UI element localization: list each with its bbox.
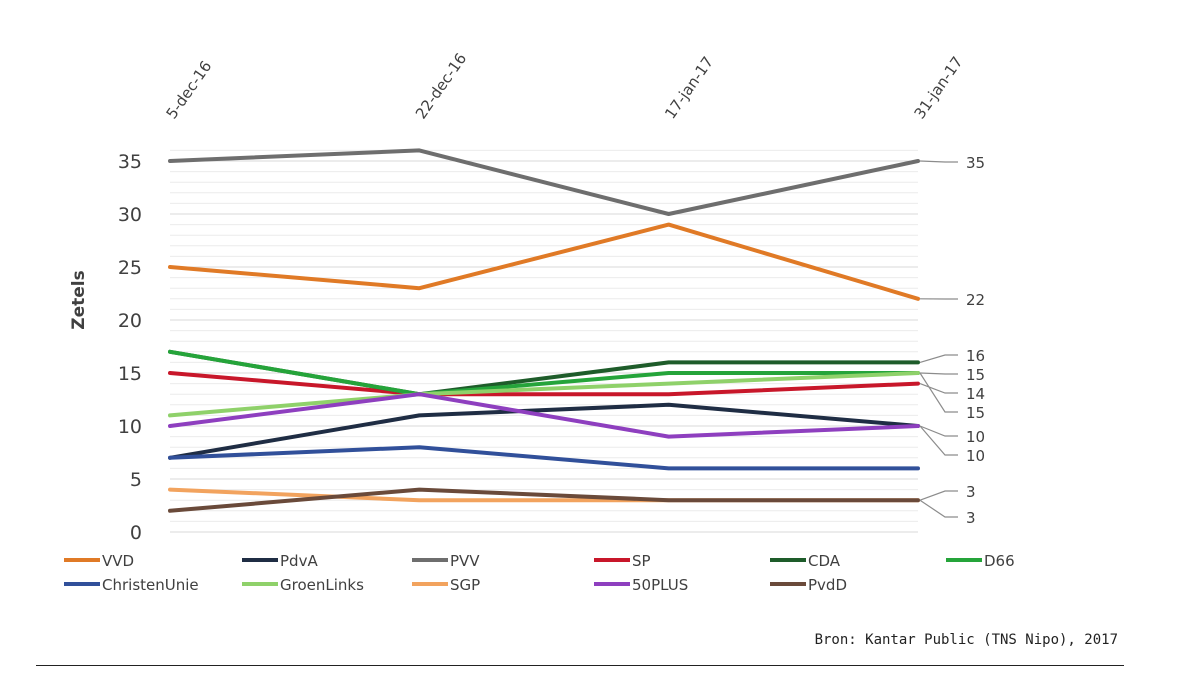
x-tick-label: 31-jan-17 [911,53,967,122]
end-label-leader [919,425,958,437]
end-label-leader [919,499,958,518]
end-label: 10 [966,428,985,446]
legend-label: D66 [984,552,1015,570]
end-label-leader [919,354,958,363]
end-label: 10 [966,447,985,465]
end-label: 15 [966,404,985,422]
y-tick-label: 25 [118,257,142,279]
end-label: 16 [966,347,985,365]
series-line-50plus [168,392,920,439]
end-label: 35 [966,154,985,172]
y-tick-label: 35 [118,151,142,173]
series-line-vvd [168,222,920,301]
legend-label: VVD [102,552,134,570]
x-tick-label: 22-dec-16 [412,50,470,123]
x-tick-label: 5-dec-16 [163,58,216,123]
y-tick-label: 30 [118,204,142,226]
y-tick-label: 5 [130,469,142,491]
legend-label: PVV [450,552,480,570]
gridlines [170,149,918,533]
legend-label: GroenLinks [280,576,364,594]
legend-label: ChristenUnie [102,576,199,594]
y-tick-label: 15 [118,363,142,385]
end-label: 14 [966,385,985,403]
series-line-groenlinks [168,371,920,418]
series-lines [168,148,920,513]
legend-label: SP [632,552,651,570]
end-label-leader [919,490,958,501]
end-label-leader [919,160,958,163]
end-label-leaders [919,160,958,518]
series-line-d66 [168,349,920,397]
y-axis-ticks: 0 5 10 15 20 25 30 35 [118,151,142,544]
divider [36,665,1124,666]
legend: VVD PdvA PVV SP CDA D66 ChristenUnie GroenLinks… [64,552,1015,594]
end-label-leader [919,372,958,375]
end-label: 15 [966,366,985,384]
end-label: 22 [966,291,985,309]
series-line-christenunie [168,445,920,471]
x-axis-ticks: 5-dec-16 22-dec-16 17-jan-17 31-jan-17 [163,50,967,123]
series-line-sp [168,371,920,397]
legend-label: PvdD [808,576,847,594]
series-line-pvdd [168,487,920,513]
end-label: 3 [966,509,976,527]
end-label-leader [919,425,958,456]
legend-label: CDA [808,552,841,570]
y-tick-label: 0 [130,522,142,544]
end-label: 3 [966,483,976,501]
end-label-leader [919,372,958,413]
series-line-pvv [168,148,920,216]
x-tick-label: 17-jan-17 [661,53,717,122]
y-tick-label: 20 [118,310,142,332]
y-tick-label: 10 [118,416,142,438]
source-note: Bron: Kantar Public (TNS Nipo), 2017 [814,632,1118,648]
end-label-leader [919,383,958,394]
legend-label: 50PLUS [632,576,688,594]
legend-label: SGP [450,576,480,594]
series-line-pdva [168,402,920,460]
y-axis-label: Zetels [69,270,89,329]
legend-label: PdvA [280,552,318,570]
